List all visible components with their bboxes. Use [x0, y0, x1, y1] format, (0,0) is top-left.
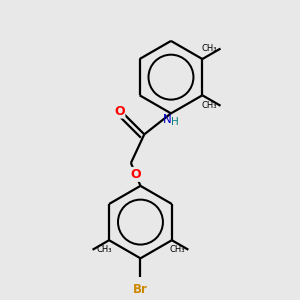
Text: CH₃: CH₃ — [96, 245, 112, 254]
Text: O: O — [114, 105, 125, 118]
Text: O: O — [130, 168, 141, 181]
Text: N: N — [163, 112, 172, 126]
Text: H: H — [171, 117, 179, 127]
Text: CH₃: CH₃ — [169, 245, 184, 254]
Text: CH₃: CH₃ — [201, 44, 217, 53]
Text: CH₃: CH₃ — [201, 101, 217, 110]
Text: Br: Br — [133, 283, 148, 296]
